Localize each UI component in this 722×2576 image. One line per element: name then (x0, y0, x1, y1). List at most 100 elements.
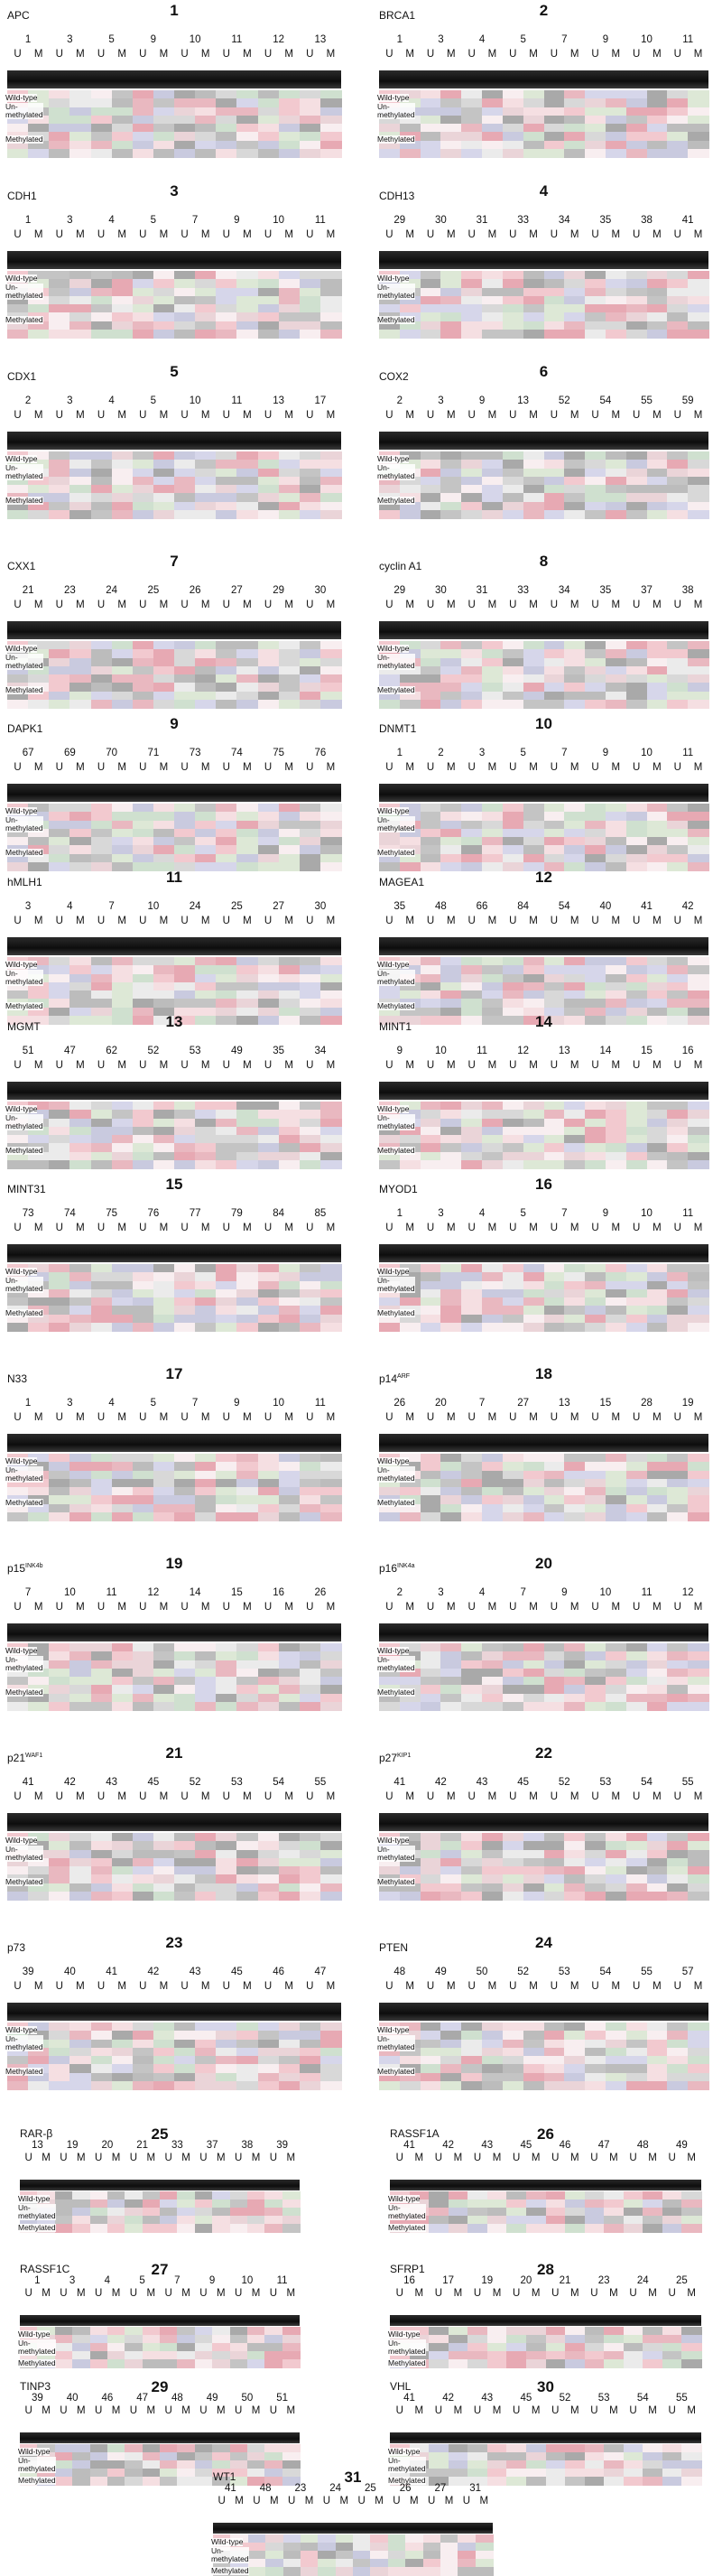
gel-lane-cell (543, 845, 565, 854)
gel-lane-cell (461, 973, 483, 983)
gel-lane-cell (299, 148, 321, 158)
gel-lane-cell (623, 2351, 643, 2360)
gel-lane-cell (688, 485, 709, 494)
gel-lane-cell (195, 837, 217, 846)
gel-lane-cell (49, 485, 70, 494)
gel-lane-cell (153, 665, 175, 675)
gel-lane-cell (461, 1841, 483, 1850)
row-label-methylated: Methylated (377, 1877, 415, 1886)
gel-lane-cell (667, 304, 689, 313)
gel-lane-cell (523, 1306, 544, 1315)
gel-lane-cell (69, 2047, 91, 2057)
gel-lane-cell (90, 148, 113, 158)
panel-number: 7 (170, 553, 179, 570)
gel-lane-cell (236, 990, 258, 1000)
gel-lane-cell (646, 1643, 668, 1652)
lane-label-u: U (513, 2405, 521, 2416)
gel-lane-cell (625, 98, 648, 107)
gel-lane-cell (646, 312, 668, 321)
gel-lane-cell (482, 1693, 504, 1703)
lane-label-m: M (243, 1412, 252, 1423)
gel-lane-cell (625, 451, 648, 460)
gel-lane-cell (646, 451, 668, 460)
gel-lane-cell (106, 2216, 125, 2225)
gel-lane-cell (7, 295, 29, 305)
gel-lane-cell (132, 861, 154, 871)
gel-lane-cell (399, 1891, 421, 1901)
gel-lane-cell (667, 1126, 689, 1136)
gel-lane-cell (688, 1511, 709, 1521)
gel-lane-cell (662, 2343, 682, 2352)
gel-lane-cell (643, 2343, 663, 2352)
gel-lane-cell (174, 107, 196, 116)
gel-lane-cell (440, 321, 462, 330)
gel-lane-cell (174, 501, 196, 511)
gel-lane-cell (319, 476, 342, 486)
gel-lane-cell (420, 1849, 441, 1859)
gel-lane-cell (585, 2047, 606, 2057)
gel-lane-cell (625, 493, 648, 502)
row-label-wild-type: Wild-type (5, 1646, 38, 1655)
gel-lane-cell (264, 2208, 283, 2217)
gel-lane-cell (236, 1651, 258, 1660)
gel-lane-cell (564, 1126, 586, 1136)
gel-lane-cell (236, 148, 258, 158)
marker-band (7, 70, 341, 88)
gel-lane-cell (319, 641, 342, 650)
gel-lane-cell (585, 1841, 606, 1850)
gel-lane-cell (278, 861, 301, 871)
gel-image (379, 937, 709, 1025)
gel-lane-cell (111, 981, 134, 991)
lane-label-m: M (529, 1223, 538, 1233)
gel-lane-cell (625, 981, 648, 991)
gene-name-superscript: KIP1 (397, 1753, 412, 1759)
sample-number: 3 (67, 215, 73, 226)
gel-lane-cell (90, 1272, 113, 1281)
sample-number: 48 (636, 2140, 649, 2151)
gel-lane-cell (319, 973, 342, 983)
gel-lane-cell (212, 2216, 230, 2225)
gel-lane-cell (89, 2351, 108, 2360)
sample-number: 16 (273, 1587, 285, 1598)
marker-band (379, 784, 708, 802)
gel-lane-cell (379, 1891, 401, 1901)
gel-lane-cell (28, 1454, 50, 1463)
gel-lane-cell (420, 98, 441, 107)
gel-lane-cell (646, 1280, 668, 1290)
gel-lane-cell (153, 476, 175, 486)
gel-lane-cell (28, 90, 50, 99)
gel-lane-cell (420, 2047, 441, 2057)
gel-lane-cell (278, 1297, 301, 1307)
gel-lane-cell (257, 1883, 280, 1892)
gel-lane-cell (111, 1883, 134, 1892)
gel-lane-cell (623, 2460, 643, 2469)
gel-lane-cell (49, 973, 70, 983)
gel-lane-cell (604, 2460, 625, 2469)
gel-lane-cell (69, 2064, 91, 2073)
lane-label-u: U (591, 1412, 599, 1423)
sample-number: 25 (147, 585, 160, 596)
gel-lane-cell (625, 1280, 648, 1290)
gel-lane-cell (440, 965, 462, 974)
gel-lane-cell (502, 115, 524, 125)
gel-lane-cell (379, 115, 401, 125)
panel-number: 13 (165, 1013, 183, 1030)
gel-lane-cell (605, 1487, 627, 1496)
gel-lane-cell (543, 2047, 565, 2057)
gel-lane-cell (153, 1833, 175, 1842)
gel-lane-cell (605, 2064, 627, 2073)
gel-lane-cell (69, 1495, 91, 1504)
gel-lane-cell (278, 279, 301, 288)
gel-lane-cell (545, 2335, 566, 2344)
lane-label-m: M (693, 1602, 703, 1613)
gel-lane-cell (216, 1857, 237, 1867)
gel-lane-cell (195, 1833, 217, 1842)
gel-lane-cell (216, 1891, 237, 1901)
gel-lane-cell (667, 1102, 689, 1111)
gel-lane-cell (236, 641, 258, 650)
gel-lane-cell (195, 1102, 217, 1111)
sample-number: 67 (22, 748, 34, 758)
sample-number: 42 (442, 2140, 455, 2151)
gel-lane-cell (278, 460, 301, 469)
gel-lane-cell (278, 493, 301, 502)
